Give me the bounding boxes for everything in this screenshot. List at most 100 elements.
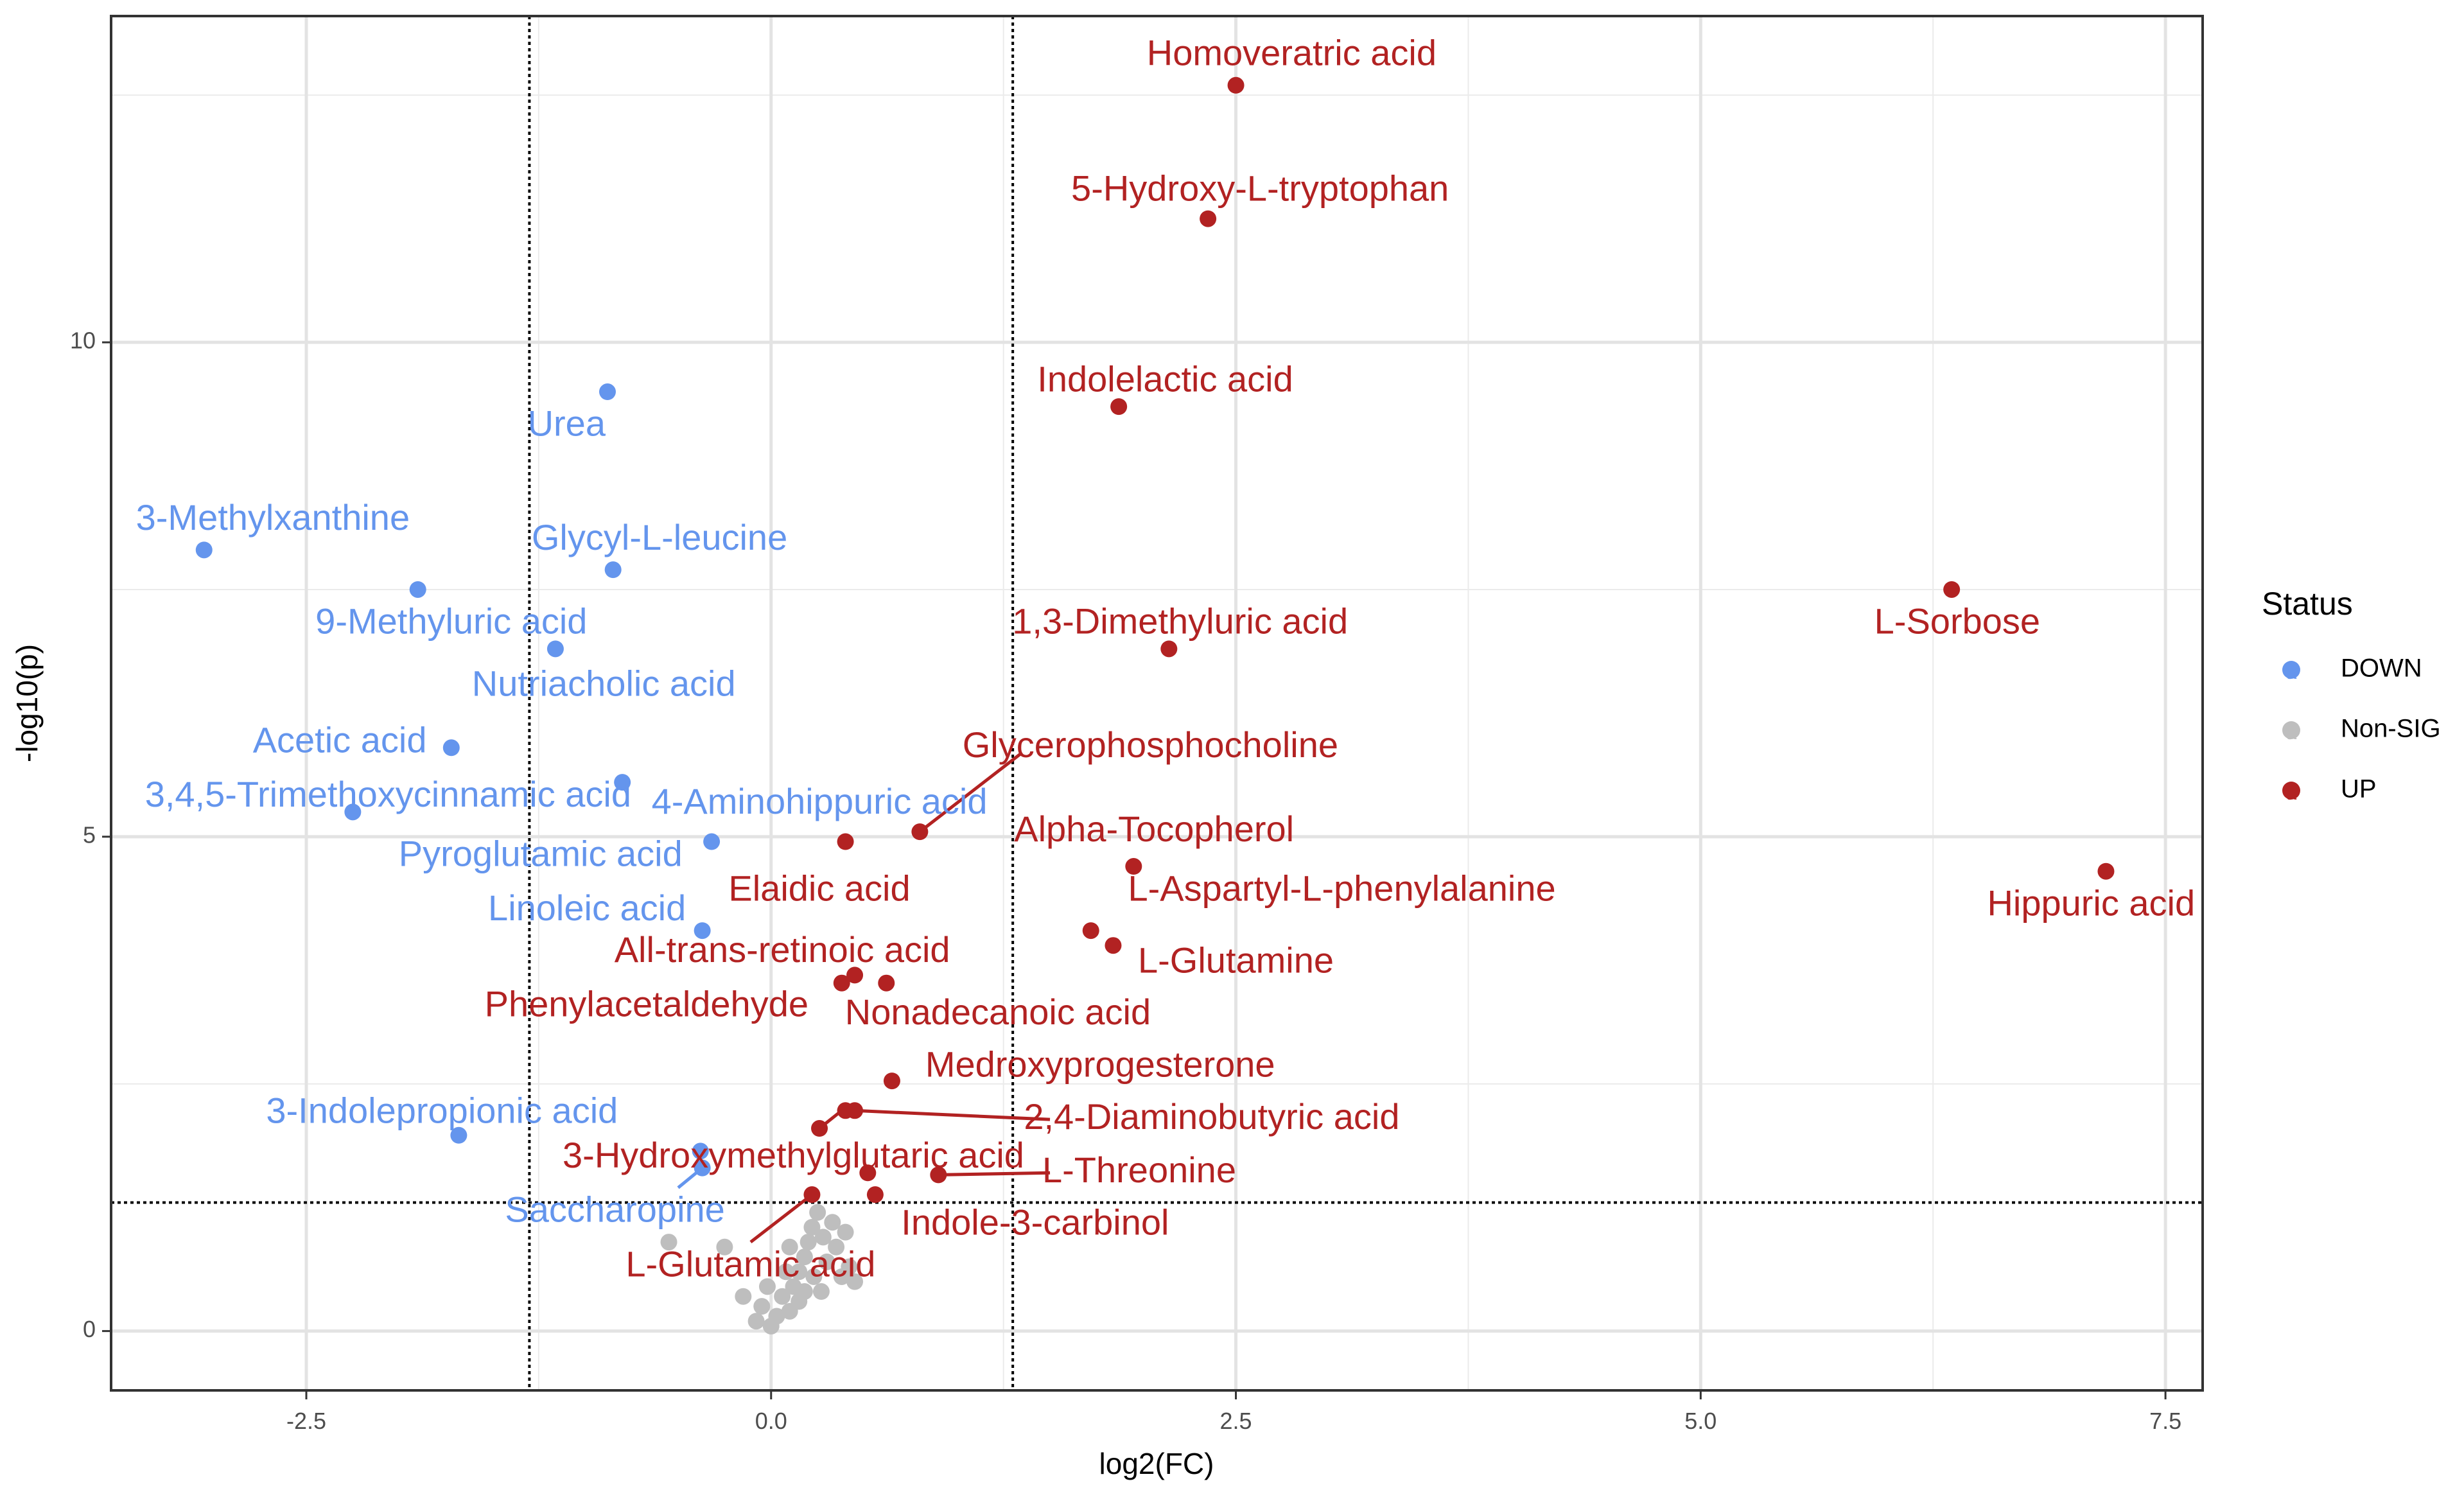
legend: Status a DOWN a Non-SIG a UP: [2262, 586, 2441, 804]
point-label: Acetic acid: [253, 719, 427, 760]
point-label: Alpha-Tocopherol: [1014, 809, 1294, 849]
point-up: [878, 974, 895, 992]
point-label: 3-Indolepropionic acid: [266, 1090, 618, 1131]
point-nonsig: [735, 1288, 752, 1305]
point-label: 3,4,5-Trimethoxycinnamic acid: [145, 774, 631, 814]
point-nonsig: [846, 1273, 864, 1290]
legend-entry-label: UP: [2341, 775, 2377, 803]
x-axis-title: log2(FC): [1099, 1447, 1214, 1480]
point-nonsig: [841, 1258, 858, 1275]
legend-key-text-glyph: a: [2286, 783, 2297, 804]
point-label: Glycerophosphocholine: [963, 724, 1338, 765]
point-label: 5-Hydroxy-L-tryptophan: [1071, 168, 1449, 208]
point-label: Linoleic acid: [488, 888, 686, 928]
label-leader-line: [938, 1171, 1051, 1177]
label-leader-line: [749, 1193, 813, 1244]
point-nonsig: [818, 1253, 835, 1270]
point-down: [450, 1126, 467, 1144]
legend-key-point: [2282, 782, 2300, 800]
point-up: [2097, 862, 2115, 880]
point-nonsig: [799, 1234, 817, 1251]
point-label: 9-Methyluric acid: [315, 601, 587, 642]
panel-background: [111, 16, 2203, 1390]
point-nonsig: [824, 1214, 841, 1231]
point-up: [911, 823, 929, 841]
point-label: Homoveratric acid: [1147, 32, 1437, 73]
point-nonsig: [753, 1298, 771, 1315]
point-label: All-trans-retinoic acid: [615, 929, 950, 970]
point-label: L-Glutamine: [1138, 940, 1334, 981]
legend-key-text-glyph: a: [2286, 722, 2297, 744]
point-nonsig: [660, 1234, 677, 1251]
y-tick-label: 0: [83, 1316, 96, 1342]
point-up: [1105, 937, 1122, 954]
x-tick-label: 0.0: [755, 1408, 787, 1434]
point-nonsig: [828, 1238, 845, 1256]
point-label: Nonadecanoic acid: [845, 992, 1151, 1032]
point-nonsig: [837, 1223, 854, 1241]
point-label: Urea: [528, 403, 606, 444]
point-nonsig: [814, 1229, 832, 1246]
label-leader-line: [854, 1108, 1051, 1121]
point-label: Medroxyprogesterone: [925, 1044, 1275, 1084]
point-label: Indole-3-carbinol: [901, 1202, 1169, 1243]
point-down: [703, 833, 721, 850]
point-label: Saccharopine: [505, 1189, 724, 1230]
point-up: [837, 833, 854, 850]
y-tick-label: 5: [83, 821, 96, 848]
legend-key-point: [2282, 721, 2300, 739]
point-labels: Homoveratric acid 5-Hydroxy-L-tryptophan I…: [136, 32, 2195, 1284]
point-nonsig: [747, 1313, 765, 1330]
point-up: [1160, 640, 1178, 658]
point-nonsig: [777, 1263, 794, 1281]
point-down: [604, 561, 622, 579]
legend-entry-label: Non-SIG: [2341, 715, 2441, 743]
y-tick-label: 10: [70, 328, 96, 354]
point-up: [930, 1166, 947, 1184]
x-tick-label: 7.5: [2149, 1408, 2181, 1434]
point-label: 2,4-Diaminobutyric acid: [1024, 1096, 1399, 1137]
point-label: 3-Methylxanthine: [136, 497, 410, 538]
point-nonsig: [716, 1238, 733, 1256]
legend-title: Status: [2262, 586, 2353, 622]
point-nonsig: [791, 1263, 808, 1281]
point-down: [599, 383, 616, 401]
point-label: 1,3-Dimethyluric acid: [1012, 601, 1348, 642]
point-up: [837, 1102, 854, 1119]
point-label: Elaidic acid: [728, 868, 910, 908]
point-label: Phenylacetaldehyde: [485, 983, 808, 1024]
y-axis-ticks: 0 5 10: [70, 328, 111, 1342]
legend-key-text-glyph: a: [2286, 662, 2297, 683]
point-label: Pyroglutamic acid: [399, 833, 683, 873]
point-label: Nutriacholic acid: [472, 663, 736, 704]
point-down: [195, 541, 213, 559]
label-leader-line: [918, 751, 1024, 834]
point-up: [1227, 76, 1245, 94]
y-axis-title: -log10(p): [10, 644, 44, 762]
point-up: [859, 1164, 877, 1182]
point-up: [1082, 922, 1099, 940]
point-nonsig: [768, 1308, 785, 1325]
point-nonsig: [812, 1283, 830, 1300]
point-label: L-Sorbose: [1874, 601, 2040, 642]
point-label: L-Glutamic acid: [625, 1243, 875, 1284]
point-label: Glycyl-L-leucine: [532, 517, 787, 557]
point-nonsig: [803, 1218, 821, 1236]
point-up: [1943, 581, 1961, 598]
point-label: L-Threonine: [1042, 1150, 1236, 1190]
panel-border: [110, 15, 2204, 1392]
point-up: [1125, 858, 1142, 875]
x-axis-ticks: -2.5 0.0 2.5 5.0 7.5: [286, 1390, 2181, 1434]
point-nonsig: [796, 1248, 813, 1266]
point-down: [442, 739, 460, 757]
point-nonsig: [809, 1204, 826, 1221]
x-tick-label: 5.0: [1684, 1408, 1717, 1434]
point-up: [846, 967, 864, 984]
x-tick-label: 2.5: [1220, 1408, 1252, 1434]
point-down: [546, 640, 564, 658]
legend-key-point: [2282, 661, 2300, 679]
point-up: [811, 1120, 828, 1137]
point-nonsig: [758, 1278, 776, 1295]
point-nonsig: [781, 1238, 798, 1256]
